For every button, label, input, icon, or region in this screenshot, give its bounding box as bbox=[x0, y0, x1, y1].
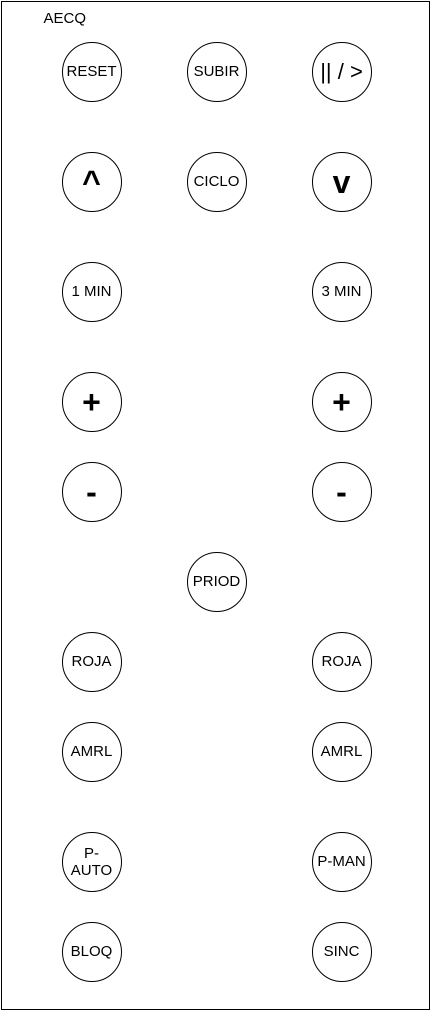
plus-right-button-label: + bbox=[332, 383, 351, 420]
roja-right-button-label: ROJA bbox=[321, 653, 362, 670]
three-min-button[interactable]: 3 MIN bbox=[311, 261, 372, 322]
ciclo-button-label: CICLO bbox=[193, 173, 240, 190]
minus-right-button[interactable]: - bbox=[311, 461, 372, 522]
down-button-label: v bbox=[332, 163, 351, 200]
subir-button[interactable]: SUBIR bbox=[186, 41, 247, 102]
up-button-label: ^ bbox=[82, 163, 101, 200]
minus-left-button-label: - bbox=[86, 473, 97, 510]
pause-play-button[interactable]: || / > bbox=[311, 41, 372, 102]
priod-button-label: PRIOD bbox=[192, 573, 241, 590]
pause-play-button-label: || / > bbox=[320, 59, 363, 84]
bloq-button[interactable]: BLOQ bbox=[61, 921, 122, 982]
up-button[interactable]: ^ bbox=[61, 151, 122, 212]
bloq-button-label: BLOQ bbox=[70, 943, 113, 960]
reset-button-label: RESET bbox=[66, 63, 117, 80]
ciclo-button[interactable]: CICLO bbox=[186, 151, 247, 212]
minus-right-button-label: - bbox=[336, 473, 347, 510]
reset-button[interactable]: RESET bbox=[61, 41, 122, 102]
panel-title: AECQ bbox=[43, 9, 87, 27]
minus-left-button[interactable]: - bbox=[61, 461, 122, 522]
priod-button[interactable]: PRIOD bbox=[186, 551, 247, 612]
amrl-left-button[interactable]: AMRL bbox=[61, 721, 122, 782]
plus-left-button-label: + bbox=[82, 383, 101, 420]
amrl-right-button[interactable]: AMRL bbox=[311, 721, 372, 782]
p-auto-button-label: P-AUTO bbox=[70, 844, 113, 879]
p-man-button-label: P-MAN bbox=[317, 853, 366, 870]
p-auto-button[interactable]: P-AUTO bbox=[61, 831, 122, 892]
p-man-button[interactable]: P-MAN bbox=[311, 831, 372, 892]
amrl-left-button-label: AMRL bbox=[70, 743, 113, 760]
roja-right-button[interactable]: ROJA bbox=[311, 631, 372, 692]
plus-left-button[interactable]: + bbox=[61, 371, 122, 432]
amrl-right-button-label: AMRL bbox=[320, 743, 363, 760]
roja-left-button-label: ROJA bbox=[71, 653, 112, 670]
subir-button-label: SUBIR bbox=[193, 63, 240, 80]
sinc-button-label: SINC bbox=[323, 943, 360, 960]
one-min-button[interactable]: 1 MIN bbox=[61, 261, 122, 322]
three-min-button-label: 3 MIN bbox=[321, 283, 362, 300]
plus-right-button[interactable]: + bbox=[311, 371, 372, 432]
down-button[interactable]: v bbox=[311, 151, 372, 212]
one-min-button-label: 1 MIN bbox=[71, 283, 112, 300]
sinc-button[interactable]: SINC bbox=[311, 921, 372, 982]
roja-left-button[interactable]: ROJA bbox=[61, 631, 122, 692]
